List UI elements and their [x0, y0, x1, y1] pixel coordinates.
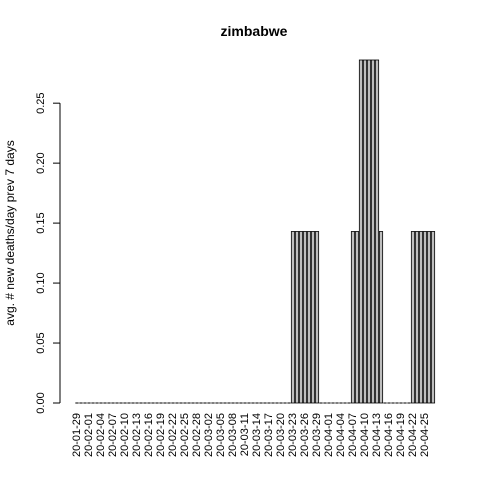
x-tick-label: 20-04-13 [371, 413, 383, 457]
bar-20-04-26 [426, 231, 432, 404]
chart-title: zimbabwe [221, 23, 288, 39]
y-axis-label: avg. # new deaths/day prev 7 days [3, 140, 17, 325]
y-tick-label: 0.05 [35, 332, 47, 353]
bar-20-03-27 [306, 231, 312, 404]
bar-20-04-22 [410, 231, 416, 404]
x-tick-label: 20-02-04 [95, 413, 107, 457]
x-tick-label: 20-02-16 [143, 413, 155, 457]
bar-20-03-29 [314, 231, 320, 404]
y-tick-label: 0.20 [35, 152, 47, 173]
x-tick-label: 20-03-29 [311, 413, 323, 457]
bar-20-04-27 [430, 231, 436, 404]
x-tick-label: 20-04-16 [383, 413, 395, 457]
x-tick-label: 20-03-11 [239, 413, 251, 456]
x-tick-label: 20-01-29 [71, 413, 83, 457]
bar-20-03-26 [302, 231, 308, 404]
bar-20-04-14 [378, 231, 384, 404]
x-tick-label: 20-03-14 [251, 413, 263, 457]
x-tick-label: 20-03-26 [299, 413, 311, 457]
bar-20-04-23 [414, 231, 420, 404]
bar-20-04-13 [374, 59, 380, 404]
bar-20-04-11 [366, 59, 372, 404]
x-tick-label: 20-02-19 [155, 413, 167, 457]
bar-20-04-10 [362, 59, 368, 404]
y-tick-label: 0.25 [35, 92, 47, 113]
y-axis: 0.00 0.05 0.10 0.15 0.20 0.25 [35, 92, 61, 414]
x-tick-label: 20-04-04 [335, 413, 347, 457]
x-tick-label: 20-04-07 [347, 413, 359, 457]
x-tick-label: 20-02-01 [83, 413, 95, 457]
x-tick-label: 20-04-19 [395, 413, 407, 457]
x-tick-label: 20-03-17 [263, 413, 275, 457]
x-tick-label: 20-04-10 [359, 413, 371, 457]
x-tick-label: 20-02-25 [179, 413, 191, 457]
bar-20-03-24 [294, 231, 300, 404]
bar-20-04-09 [358, 59, 364, 404]
x-tick-label: 20-02-10 [119, 413, 131, 457]
x-axis: 20-01-29 20-02-01 20-02-04 20-02-07 20-02-10… [71, 413, 431, 457]
x-tick-label: 20-03-02 [203, 413, 215, 457]
x-tick-label: 20-02-22 [167, 413, 179, 457]
y-tick-label: 0.10 [35, 272, 47, 293]
x-tick-label: 20-02-07 [107, 413, 119, 457]
bar-20-04-25 [422, 231, 428, 404]
x-tick-label: 20-02-28 [191, 413, 203, 457]
x-tick-label: 20-04-25 [419, 413, 431, 457]
y-tick-label: 0.00 [35, 392, 47, 413]
x-tick-label: 20-04-22 [407, 413, 419, 457]
bar-20-04-24 [418, 231, 424, 404]
x-tick-label: 20-03-23 [287, 413, 299, 457]
bars [75, 59, 436, 404]
x-tick-label: 20-03-20 [275, 413, 287, 457]
bar-20-04-07 [350, 231, 356, 404]
bar-20-04-12 [370, 59, 376, 404]
x-tick-label: 20-02-13 [131, 413, 143, 457]
x-tick-label: 20-04-01 [323, 413, 335, 457]
x-tick-label: 20-03-08 [227, 413, 239, 457]
bar-20-03-28 [310, 231, 316, 404]
x-tick-label: 20-03-05 [215, 413, 227, 457]
y-tick-label: 0.15 [35, 212, 47, 233]
bar-20-04-08 [354, 231, 360, 404]
bar-20-03-23 [290, 231, 296, 404]
bar-20-03-25 [298, 231, 304, 404]
